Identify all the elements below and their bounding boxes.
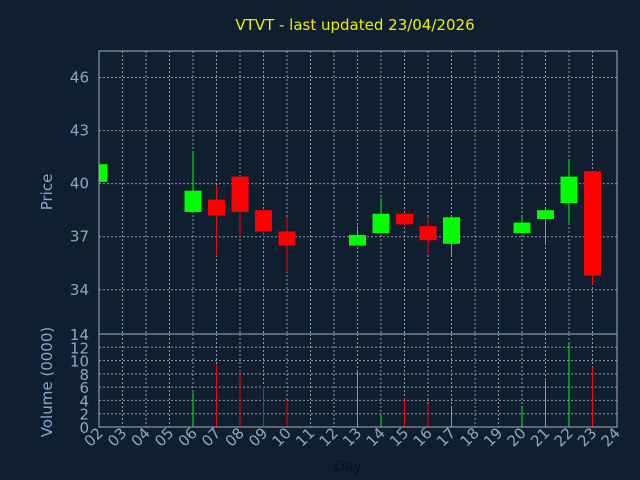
candle-body bbox=[560, 176, 578, 204]
price-tick-label: 34 bbox=[70, 281, 89, 299]
x-tick-label: 10 bbox=[269, 424, 295, 450]
volume-tick-label: 14 bbox=[70, 326, 89, 344]
price-axis-ticks: 34 37 40 43 46 bbox=[70, 69, 89, 299]
candle-body bbox=[443, 217, 460, 244]
price-axis-label: Price bbox=[38, 174, 56, 211]
candle-body bbox=[278, 231, 296, 246]
price-tick-label: 43 bbox=[70, 122, 89, 140]
x-tick-label: 09 bbox=[245, 424, 271, 450]
candle-body bbox=[99, 164, 108, 182]
candle-body bbox=[231, 176, 249, 212]
candle-body bbox=[419, 226, 437, 241]
candle-body bbox=[184, 190, 202, 212]
x-tick-label: 17 bbox=[433, 424, 459, 450]
x-tick-label: 15 bbox=[386, 424, 412, 450]
x-tick-label: 18 bbox=[457, 424, 483, 450]
volume-tick-label: 10 bbox=[70, 353, 89, 371]
candle-body bbox=[396, 213, 413, 225]
volume-axis-label: Volume (0000) bbox=[38, 327, 56, 437]
x-tick-label: 21 bbox=[527, 424, 553, 450]
volume-tick-label: 8 bbox=[79, 366, 89, 384]
x-tick-label: 16 bbox=[410, 424, 436, 450]
x-tick-label: 22 bbox=[551, 424, 577, 450]
volume-panel-frame bbox=[98, 333, 618, 428]
price-gridlines bbox=[99, 51, 617, 334]
volume-bars bbox=[192, 343, 593, 427]
x-tick-label: 08 bbox=[222, 424, 248, 450]
x-tick-label: 23 bbox=[574, 424, 600, 450]
x-tick-label: 06 bbox=[175, 424, 201, 450]
x-tick-label: 04 bbox=[128, 424, 154, 450]
candle-body bbox=[513, 222, 531, 234]
x-tick-label: 03 bbox=[104, 424, 130, 450]
x-axis-label: Day bbox=[334, 459, 362, 475]
volume-tick-label: 4 bbox=[79, 392, 89, 410]
x-tick-label: 05 bbox=[151, 424, 177, 450]
price-candles bbox=[98, 151, 601, 285]
x-tick-label: 13 bbox=[339, 424, 365, 450]
candle-body bbox=[349, 234, 366, 246]
x-tick-label: 20 bbox=[504, 424, 530, 450]
x-tick-label: 11 bbox=[292, 424, 318, 450]
x-tick-label: 19 bbox=[480, 424, 506, 450]
volume-tick-label: 0 bbox=[79, 419, 89, 437]
candle-body bbox=[537, 210, 554, 220]
candle-body bbox=[208, 199, 225, 216]
chart-title: VTVT - last updated 23/04/2026 bbox=[235, 16, 474, 34]
price-tick-label: 37 bbox=[70, 228, 89, 246]
x-tick-label: 14 bbox=[363, 424, 389, 450]
volume-tick-label: 12 bbox=[70, 339, 89, 357]
x-tick-label: 12 bbox=[316, 424, 342, 450]
volume-tick-label: 2 bbox=[79, 406, 89, 424]
candle-body bbox=[255, 210, 272, 232]
price-tick-label: 46 bbox=[70, 69, 89, 87]
x-tick-label: 07 bbox=[198, 424, 224, 450]
x-axis-ticks: 0203040506070809101112131415161718192021… bbox=[81, 424, 624, 450]
volume-tick-label: 6 bbox=[79, 379, 89, 397]
x-tick-label: 24 bbox=[598, 424, 624, 450]
candle-body bbox=[372, 213, 390, 234]
price-tick-label: 40 bbox=[70, 175, 89, 193]
candle-body bbox=[584, 171, 601, 276]
